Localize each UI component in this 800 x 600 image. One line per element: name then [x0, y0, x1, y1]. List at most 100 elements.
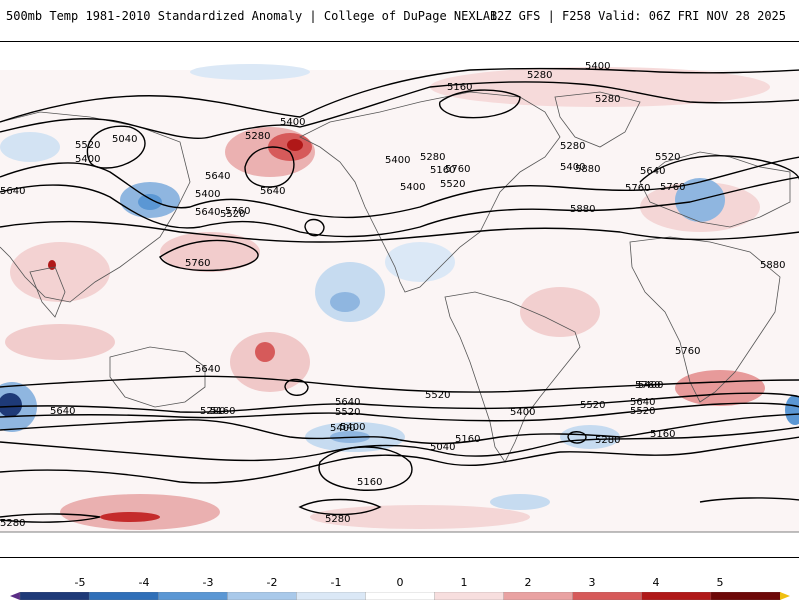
contour-label: 5640 — [335, 397, 360, 408]
contour-label: 5160 — [430, 165, 455, 176]
contour-label: 5880 — [760, 260, 785, 271]
contour-label: 5160 — [210, 406, 235, 417]
coastlines — [0, 91, 799, 533]
contour-label: 5520 — [655, 152, 680, 163]
contour-label: 5520 — [75, 140, 100, 151]
colorbar-segment — [641, 592, 712, 600]
contour-5280-ne-asia-low — [244, 146, 295, 188]
height-contours — [0, 67, 799, 523]
contour-5520-south — [0, 402, 799, 422]
contour-5040-south-low — [318, 446, 413, 491]
colorbar-tick-label: 3 — [588, 576, 596, 589]
colorbar-tick-label: -4 — [138, 576, 150, 589]
contour-5160-south — [0, 436, 799, 484]
model-run-info: 12Z GFS | F258 Valid: 06Z FRI NOV 28 202… — [489, 9, 786, 23]
contour-label: 5640 — [0, 186, 25, 197]
contour-label: 5280 — [325, 514, 350, 525]
south-america-outline — [444, 291, 581, 463]
contour-5880-pacific — [159, 239, 259, 272]
contour-label: 5760 — [635, 380, 660, 391]
warm-anomaly-patch — [5, 324, 115, 360]
europe-outline — [639, 151, 791, 228]
contour-label: 5640 — [195, 207, 220, 218]
colorbar-segment — [19, 592, 90, 600]
warm-anomaly-patch — [255, 342, 275, 362]
contour-5280-north — [0, 81, 799, 140]
warm-anomaly-patch — [10, 242, 110, 302]
cool-anomaly-patch — [138, 194, 162, 210]
cool-anomaly-patch — [190, 64, 310, 80]
colorbar-segment — [503, 592, 574, 600]
contour-label: 5520 — [335, 407, 360, 418]
india-outline — [29, 266, 66, 318]
colorbar-segment — [296, 592, 367, 600]
contour-label: 5400 — [280, 117, 305, 128]
contour-label: 5880 — [570, 204, 595, 215]
colorbar-tick-label: 2 — [524, 576, 532, 589]
contour-5280-se — [699, 497, 799, 503]
contour-label: 5400 — [195, 189, 220, 200]
contour-label: 5400 — [400, 182, 425, 193]
contour-label: 5760 — [660, 182, 685, 193]
colorbar-segment — [158, 592, 228, 600]
contour-label: 5280 — [527, 70, 552, 81]
contour-label: 5640 — [50, 406, 75, 417]
contour-5040-ne-asia — [86, 125, 146, 169]
contour-label: 5280 — [595, 94, 620, 105]
contour-small-circle-2 — [304, 218, 325, 237]
contour-label: 5640 — [640, 166, 665, 177]
warm-anomaly-patch — [310, 505, 530, 529]
contour-label: 5280 — [245, 131, 270, 142]
australia-outline — [109, 346, 206, 408]
contour-label: 5520 — [220, 209, 245, 220]
contour-label: 5520 — [580, 400, 605, 411]
warm-anomaly-patch — [430, 67, 770, 107]
contour-label: 5400 — [75, 154, 100, 165]
contour-label: 5160 — [447, 82, 472, 93]
colorbar-tick-label: 5 — [716, 576, 724, 589]
contour-label: 5400 — [385, 155, 410, 166]
contour-small-circle — [284, 378, 309, 396]
warm-anomaly-patch — [520, 287, 600, 337]
contour-label: 5520 — [440, 179, 465, 190]
header: 500mb Temp 1981-2010 Standardized Anomal… — [0, 0, 800, 40]
contour-label: 5400 — [330, 423, 355, 434]
contour-label: 5280 — [560, 141, 585, 152]
cool-anomaly-patch — [0, 393, 22, 417]
warm-anomaly-patch — [230, 332, 310, 392]
contour-label: 5400 — [510, 407, 535, 418]
contour-small-circle-3 — [567, 431, 587, 444]
contour-label: 5280 — [200, 406, 225, 417]
cool-anomaly-patch — [330, 292, 360, 312]
contour-label: 5760 — [225, 206, 250, 217]
north-america-outline — [299, 91, 561, 293]
contour-5280-far-south — [0, 513, 101, 523]
colorbar-tick-label: -5 — [74, 576, 86, 589]
contour-5400-north — [0, 67, 799, 123]
colorbar-segment — [88, 592, 159, 600]
colorbar-bar — [10, 592, 790, 600]
contour-5160-hudson — [438, 89, 521, 119]
contour-label: 5400 — [638, 380, 663, 391]
cool-anomaly-patch — [0, 132, 60, 162]
contour-label: 5760 — [625, 183, 650, 194]
contour-label: 5160 — [455, 434, 480, 445]
contour-5760-north — [0, 220, 799, 243]
colorbar-tick-label: -3 — [202, 576, 214, 589]
contour-5520-north — [0, 156, 799, 219]
contour-5160-antarctic — [298, 498, 382, 516]
map-panel[interactable]: 5400 5280 5160 5280 5040 5280 5400 5400 5520 5640… — [0, 41, 799, 558]
colorbar-tick-label: 1 — [460, 576, 468, 589]
colorbar-tick-label: 4 — [652, 576, 660, 589]
contour-label: 5520 — [425, 390, 450, 401]
colorbar-segment — [227, 592, 298, 600]
contour-label: 5520 — [630, 406, 655, 417]
contour-5400-south — [0, 413, 799, 445]
colorbar-max-arrow — [780, 592, 790, 600]
contour-label: 5400 — [340, 422, 365, 433]
warm-anomaly-patch — [100, 512, 160, 522]
map-title: 500mb Temp 1981-2010 Standardized Anomal… — [6, 9, 498, 23]
contour-label: 5880 — [575, 164, 600, 175]
